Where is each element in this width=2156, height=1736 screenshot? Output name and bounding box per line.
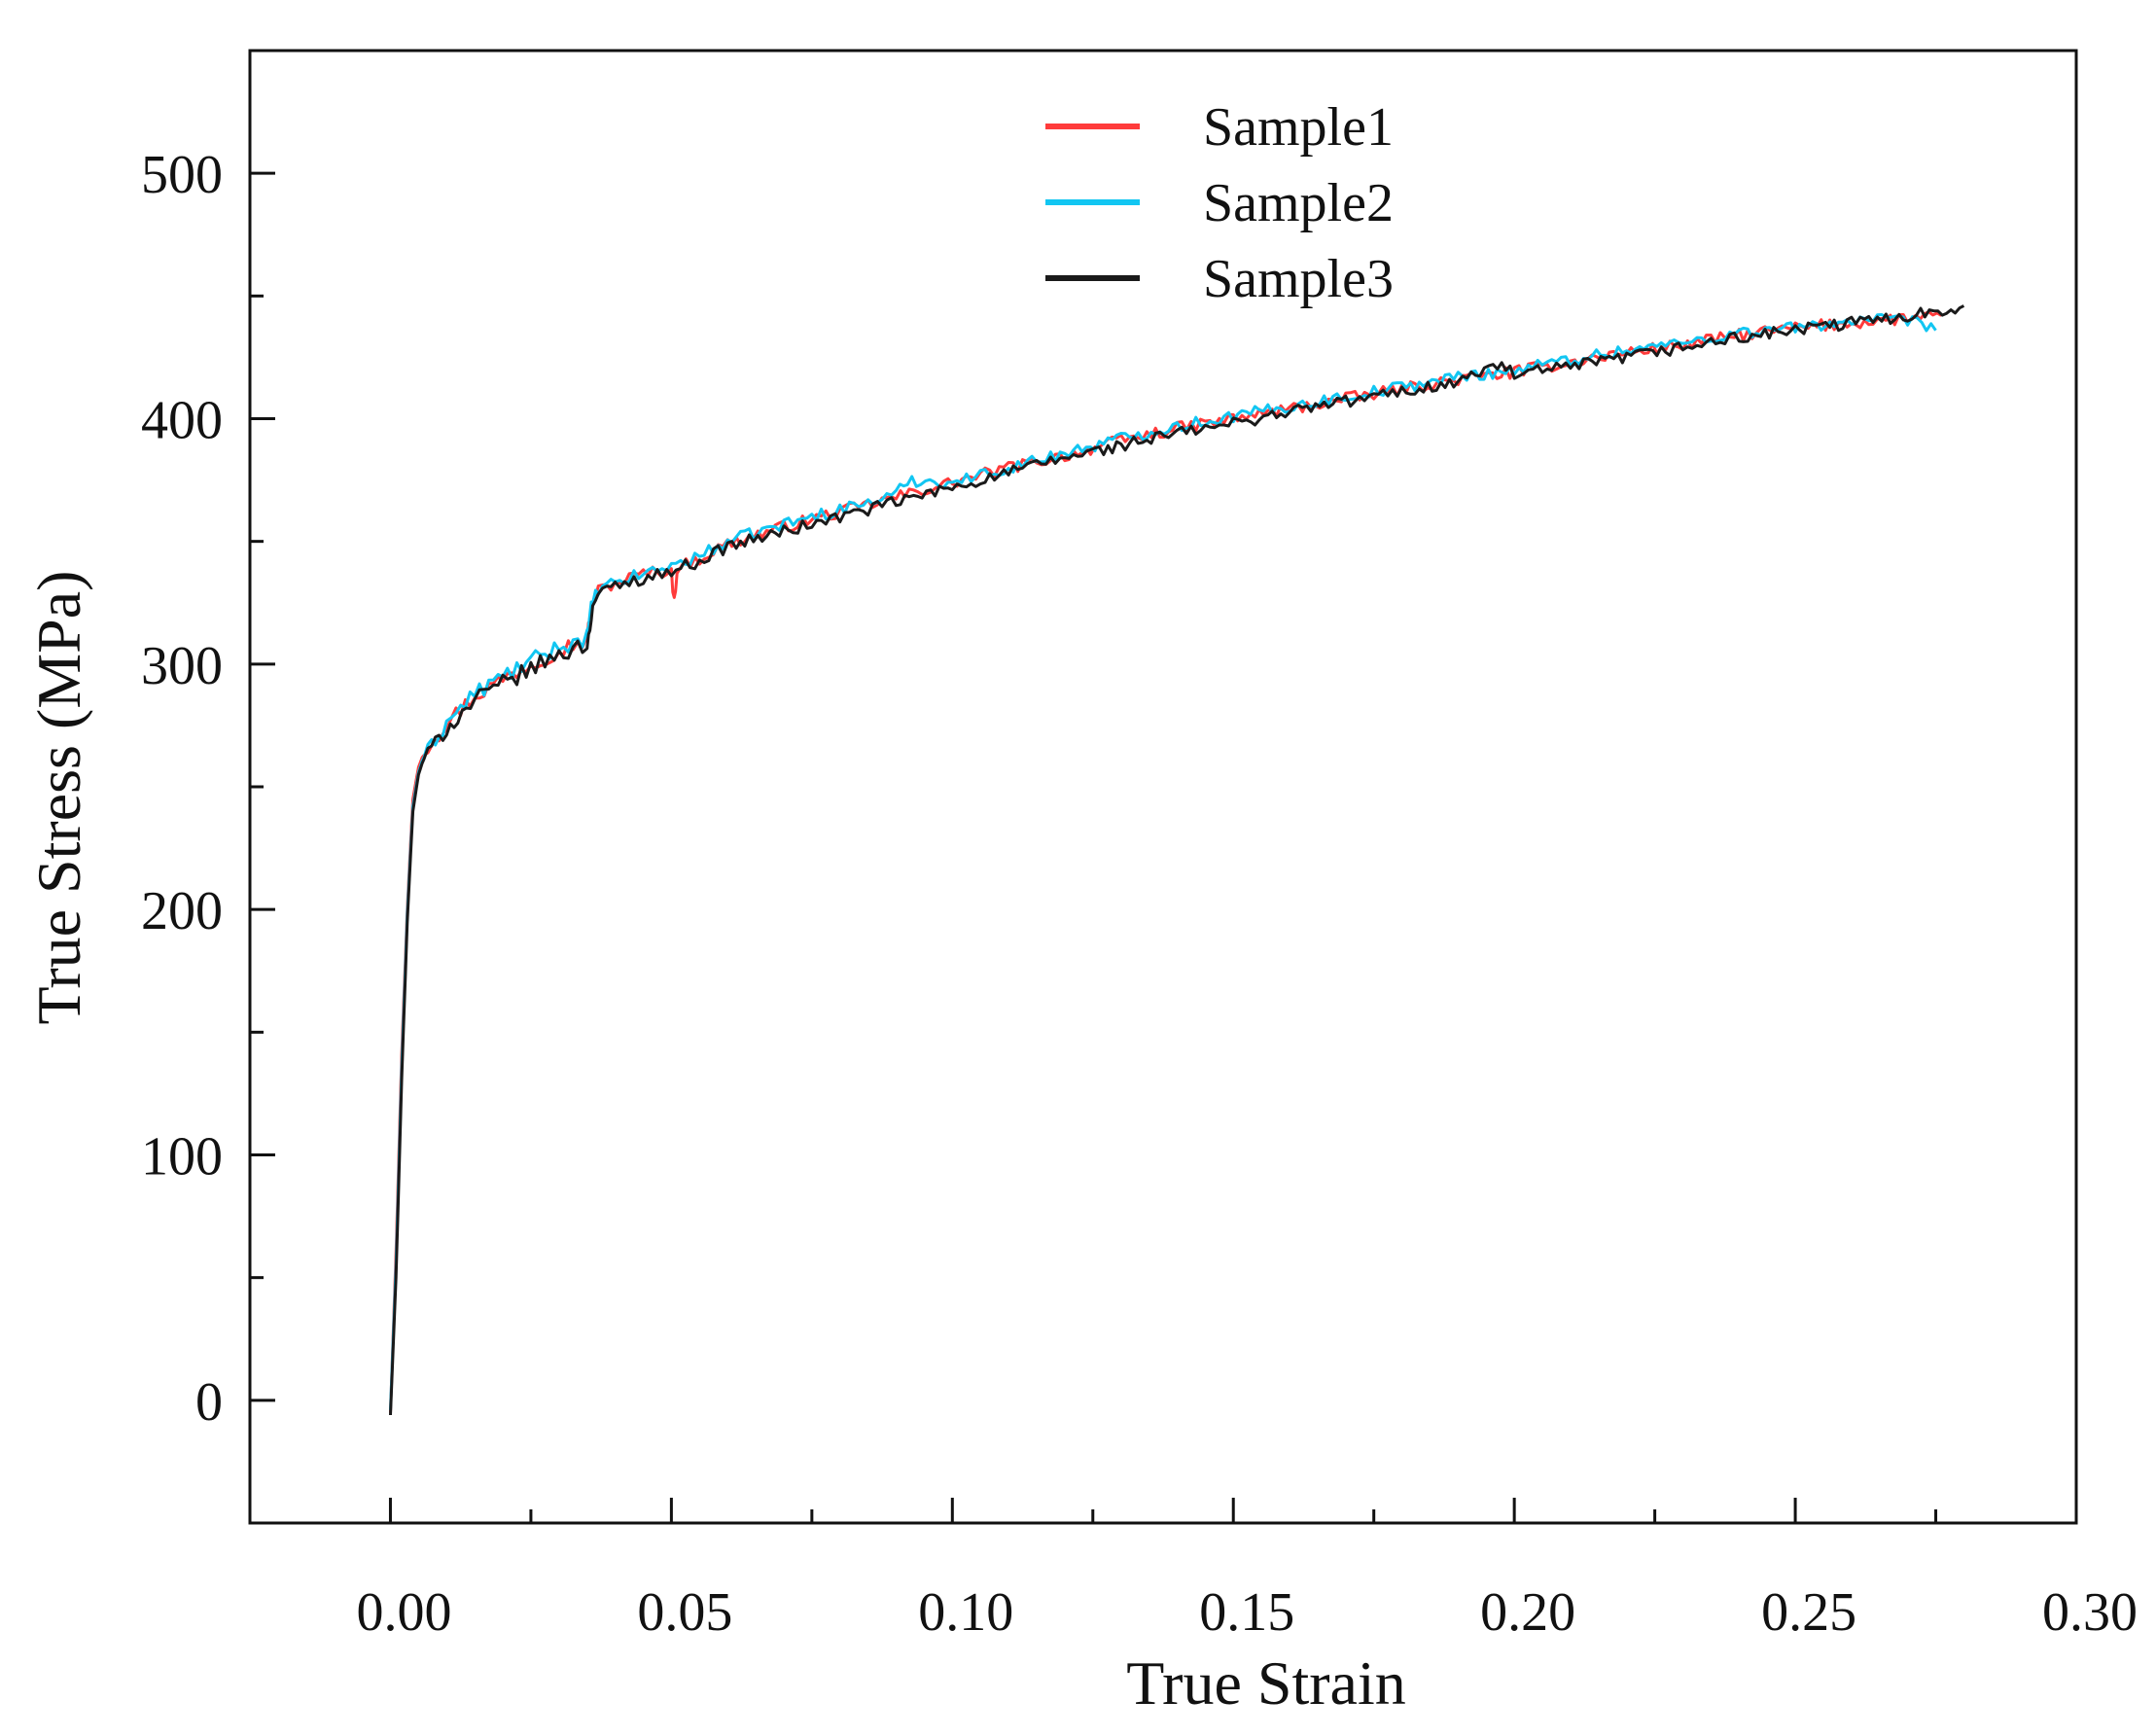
y-tick-label: 0 xyxy=(195,1372,223,1433)
x-tick-label: 0.30 xyxy=(2042,1582,2138,1643)
legend-label-sample1: Sample1 xyxy=(1203,97,1394,158)
x-tick-label: 0.10 xyxy=(918,1582,1013,1643)
series-line-sample1 xyxy=(389,310,1943,1413)
x-tick-label: 0.25 xyxy=(1761,1582,1856,1643)
series-line-sample3 xyxy=(389,304,1965,1416)
x-tick-label: 0.20 xyxy=(1480,1582,1575,1643)
y-tick-label: 400 xyxy=(141,391,223,451)
legend-label-sample3: Sample3 xyxy=(1203,249,1394,309)
y-tick-label: 200 xyxy=(141,881,223,941)
x-tick-label: 0.15 xyxy=(1199,1582,1294,1643)
y-tick-label: 500 xyxy=(141,145,223,205)
y-axis-title: True Stress (MPa) xyxy=(24,571,93,1025)
axes-layer: 0.00 0.05 0.10 0.15 0.20 0.25 0.30 0 100 200 300 40… xyxy=(141,49,2138,1643)
legend-label-sample2: Sample2 xyxy=(1203,173,1394,233)
y-tick-label: 100 xyxy=(141,1127,223,1187)
y-tick-label: 300 xyxy=(141,636,223,696)
legend: Sample1 Sample2 Sample3 xyxy=(1045,97,1394,309)
x-tick-label: 0.05 xyxy=(637,1582,732,1643)
series-layer xyxy=(389,304,1965,1416)
x-tick-label: 0.00 xyxy=(356,1582,451,1643)
x-axis-title: True Strain xyxy=(1126,1648,1405,1718)
